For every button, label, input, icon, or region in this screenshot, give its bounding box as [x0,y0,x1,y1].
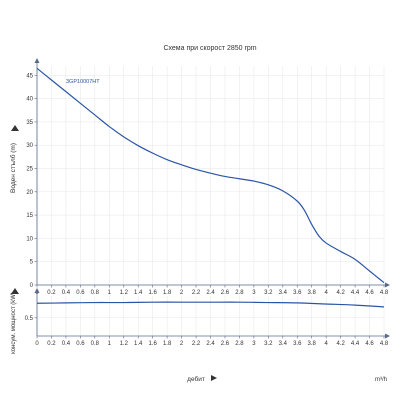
y-tick-label: 20 [26,190,33,196]
flow-unit-label: m³/h [375,377,387,383]
x-tick-label: 3.4 [279,290,288,296]
x-tick-label: 4.4 [351,341,360,347]
x-tick-label: 4.6 [365,290,374,296]
x-tick-label: 0 [35,341,39,347]
head-axis-label: Воден стълб (m) [9,143,17,193]
power-chart-x-ticks: 0 0.2 0.4 0.6 0.8 1 1.2 1.4 1.6 1.8 2 2.2 2.4 2.6 2.8 3… [35,341,389,347]
flow-axis-label: дебит [187,375,205,383]
x-tick-label: 0.2 [47,341,56,347]
y-tick-label: 45 [26,73,33,79]
x-tick-label: 1.4 [134,341,143,347]
head-chart-y-ticks: 0 5 10 15 20 25 30 35 40 45 [26,73,33,289]
chart-title: Схема при скорост 2850 rpm [163,45,256,52]
x-tick-label: 4.2 [336,341,345,347]
y-tick-label: 15 [26,213,33,219]
head-chart-grid [36,66,385,286]
head-chart-series [36,67,385,284]
x-tick-label: 2 [180,341,184,347]
x-tick-label: 0.8 [91,341,100,347]
head-chart-axes [34,58,390,288]
power-chart-series [36,301,385,308]
x-tick-label: 4 [324,341,328,347]
x-tick-label: 4.2 [336,290,345,296]
x-tick-label: 4.8 [380,290,389,296]
x-axis-arrow-icon [385,282,390,288]
y-tick-label: 0 [30,283,34,289]
x-tick-label: 3.2 [264,290,273,296]
x-tick-label: 3 [252,341,256,347]
y-tick-label: 30 [26,143,33,149]
x-tick-label: 0.8 [91,290,100,296]
x-tick-label: 2 [180,290,184,296]
x-tick-label: 4.8 [380,341,389,347]
x-tick-label: 3.6 [293,290,302,296]
x-tick-label: 2.2 [192,341,201,347]
x-tick-label: 2.4 [206,290,215,296]
series-label-3gp10007ht: 3GP10007HT [66,79,100,85]
x-tick-label: 1 [108,290,112,296]
y-tick-label: 0.5 [25,316,34,322]
x-tick-label: 4.6 [365,341,374,347]
y-tick-label: 5 [30,260,34,266]
x-tick-label: 0.6 [76,290,85,296]
x-tick-label: 2.6 [221,290,230,296]
x-tick-label: 3.8 [308,341,317,347]
y-tick-label: 25 [26,167,33,173]
x-tick-label: 4 [324,290,328,296]
x-tick-label: 2.4 [206,341,215,347]
x-tick-label: 3.6 [293,341,302,347]
x-tick-label: 3.8 [308,290,317,296]
x-tick-label: 3.2 [264,341,273,347]
x-tick-label: 2.8 [235,290,244,296]
x-tick-label: 0.4 [62,341,71,347]
x-tick-label: 3 [252,290,256,296]
x-tick-label: 1.8 [163,290,172,296]
power-axis-label-arrow-icon [11,288,19,294]
power-axis-label: консум. мощност (kW) [11,292,17,354]
x-axis-arrow-icon [385,333,390,339]
x-tick-label: 2.6 [221,341,230,347]
x-tick-label: 1 [108,341,112,347]
x-tick-label: 0.2 [47,290,56,296]
y-axis-arrow-icon [34,288,40,293]
x-tick-label: 1.4 [134,290,143,296]
x-tick-label: 0.4 [62,290,71,296]
x-tick-label: 1.6 [148,341,157,347]
y-tick-label: 40 [26,97,33,103]
x-tick-label: 2.2 [192,290,201,296]
power-chart-axes [34,288,390,339]
y-axis-arrow-icon [34,58,40,63]
head-chart-x-ticks: 00.20.40.60.811.21.41.61.822.22.42.62.83… [35,290,389,296]
power-chart-y-ticks: 0.5 [25,316,34,322]
y-tick-label: 10 [26,236,33,242]
x-tick-label: 4.4 [351,290,360,296]
x-tick-label: 0.6 [76,341,85,347]
x-tick-label: 1.2 [120,341,129,347]
x-tick-label: 2.8 [235,341,244,347]
x-tick-label: 1.6 [148,290,157,296]
flow-axis-label-arrow-icon [211,375,217,381]
x-tick-label: 3.4 [279,341,288,347]
head-axis-label-arrow-icon [11,125,19,131]
series-line-1-0 [36,301,385,308]
y-tick-label: 35 [26,120,33,126]
x-tick-label: 1.8 [163,341,172,347]
series-line-0-0 [36,67,385,284]
x-tick-label: 1.2 [120,290,129,296]
